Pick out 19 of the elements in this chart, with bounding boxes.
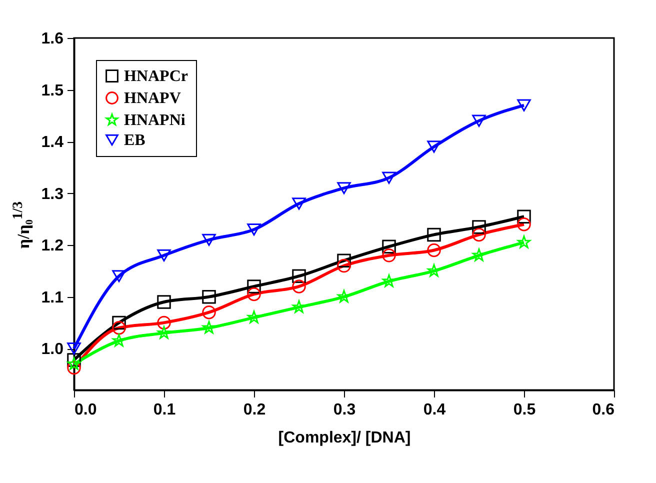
x-tick-label: 0.4 xyxy=(423,402,446,418)
x-tick-label: 0.1 xyxy=(153,402,176,418)
legend-label: EB xyxy=(124,132,146,149)
y-tick-label: 1.4 xyxy=(41,134,64,152)
legend-label: HNAPNi xyxy=(124,112,186,129)
y-tick-label: 1.2 xyxy=(41,238,64,255)
y-tick-label: 1.0 xyxy=(41,341,64,358)
y-tick-label: 1.3 xyxy=(41,186,64,203)
y-tick-label: 1.5 xyxy=(41,82,64,100)
y-tick-label: 1.6 xyxy=(41,30,64,48)
x-tick-label: 0.2 xyxy=(243,402,266,418)
x-tick-label: 0.3 xyxy=(333,402,356,418)
x-axis-title: [Complex]/ [DNA] xyxy=(278,430,411,446)
y-tick-label: 1.1 xyxy=(41,289,64,306)
legend-label: HNAPCr xyxy=(124,68,188,85)
legend-label: HNAPV xyxy=(124,90,182,107)
x-tick-label: 0.6 xyxy=(592,402,615,418)
x-tick-label: 0.5 xyxy=(513,402,536,418)
x-tick-label: 0.0 xyxy=(74,402,97,418)
